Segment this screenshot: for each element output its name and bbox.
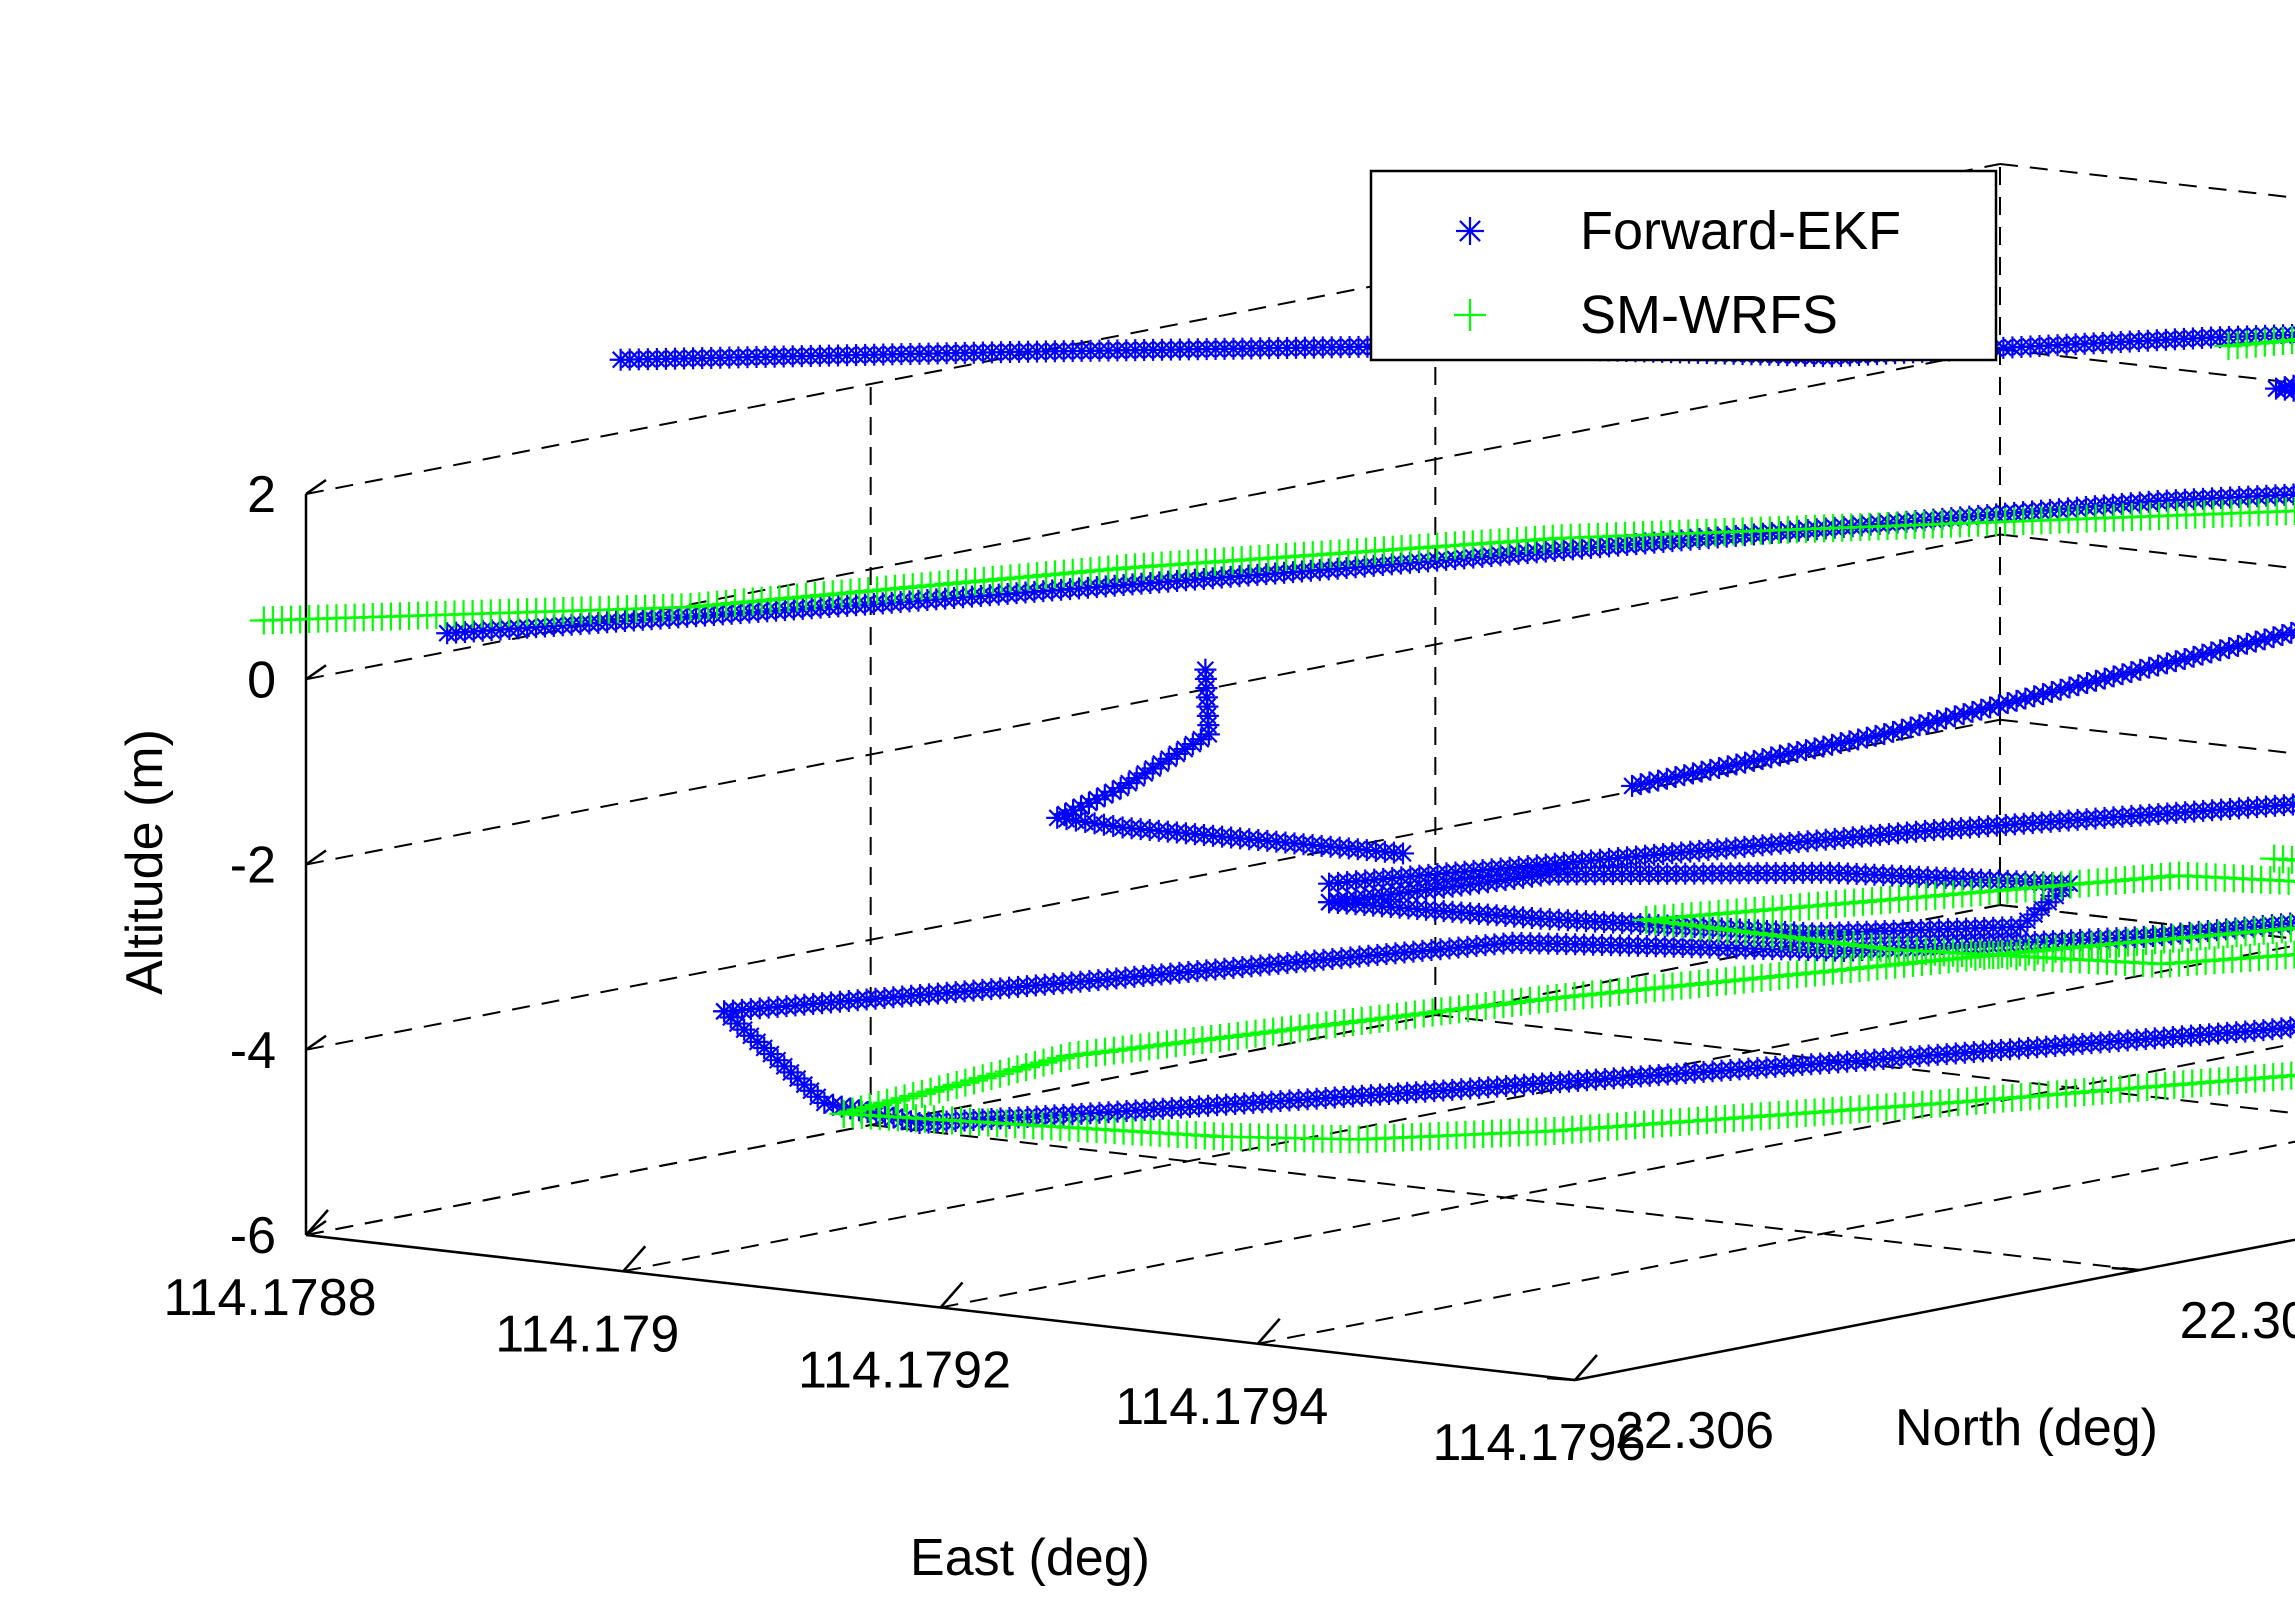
y-axis-line [1574,1238,2295,1382]
grid-line-left-z [305,163,2001,495]
data-point [1046,1044,1075,1073]
grid-line-back-z [1999,348,2295,384]
grid-line-left-z [305,718,2001,1051]
z-tick-mark [305,664,327,681]
data-point [1003,1055,1032,1084]
data-point [1029,1048,1058,1077]
z-axis-title: Altitude (m) [116,729,174,995]
grid-line-floor-y [870,1124,2140,1271]
x-tick-label: 114.1794 [1115,1378,1328,1436]
data-point [916,1077,945,1106]
y-tick-label: 22.306 [1615,1402,1774,1460]
x-tick-label: 114.1788 [163,1269,376,1327]
y-axis-title: North (deg) [1895,1399,2158,1457]
axes [304,478,2295,1382]
data-point [933,1073,962,1102]
grid-line-left-z [305,533,2001,866]
legend-label-forward-ekf: Forward-EKF [1580,201,1901,261]
x-tick-mark [939,1281,964,1309]
x-axis-title: East (deg) [910,1529,1150,1587]
data-point [2288,1017,2295,1036]
data-point [951,1068,980,1097]
z-tick-mark [305,1219,327,1237]
data-point [925,1075,954,1104]
x-tick-mark [305,1209,329,1236]
grid-line-back-z [1999,533,2295,570]
data-point [942,1070,971,1099]
z-tick-mark [305,849,327,866]
data-point [994,1057,1023,1086]
grid-line-floor-x [940,1042,2295,1309]
y-tick-mark [1546,1376,1576,1382]
grid-line-left-z [305,348,2001,681]
series-sm-wrfs [249,326,2295,1154]
grid-line-floor-x [623,944,2295,1273]
tick-labels: 114.1788114.179114.1792114.1794114.17962… [163,466,2295,1472]
z-tick-label: 0 [247,651,276,709]
data-point [899,1082,928,1111]
legend-marker-forward-ekf [1456,217,1484,245]
z-tick-label: -6 [230,1207,276,1265]
data-point [1012,1053,1041,1082]
data-series [249,323,2295,1154]
data-point [986,1059,1015,1088]
data-point [1621,774,1644,797]
z-tick-label: -2 [230,837,276,895]
legend: Forward-EKF SM-WRFS [1369,169,1998,362]
x-tick-mark [1256,1317,1281,1345]
z-tick-mark [305,478,327,496]
grid-line-left-z [305,904,2001,1236]
x-tick-label: 114.1792 [798,1342,1011,1400]
grid-line-back-z [1999,163,2295,199]
z-tick-label: 2 [247,466,276,524]
grid-line-floor-y [1435,1014,2295,1115]
z-tick-mark [305,1034,327,1051]
data-point [968,1064,997,1093]
data-point [907,1079,936,1108]
legend-label-sm-wrfs: SM-WRFS [1580,285,1838,345]
grid-line-floor-x [1257,1140,2295,1345]
data-point [890,1084,919,1113]
data-point [1020,1050,1049,1079]
x-tick-label: 114.179 [495,1305,679,1363]
data-point [1038,1046,1067,1075]
grid-line-back-z [1999,718,2295,755]
x-tick-label: 114.1796 [1432,1414,1645,1472]
data-point [713,1000,736,1023]
x-tick-mark [1574,1354,1598,1381]
y-tick-mark [2111,1266,2140,1272]
z-tick-label: -4 [230,1022,276,1080]
data-point [960,1066,989,1095]
series-forward-ekf [436,323,2295,1135]
data-point [1392,842,1415,865]
data-point [977,1062,1006,1091]
legend-marker-glyph [1456,217,1484,245]
x-tick-mark [622,1245,647,1273]
